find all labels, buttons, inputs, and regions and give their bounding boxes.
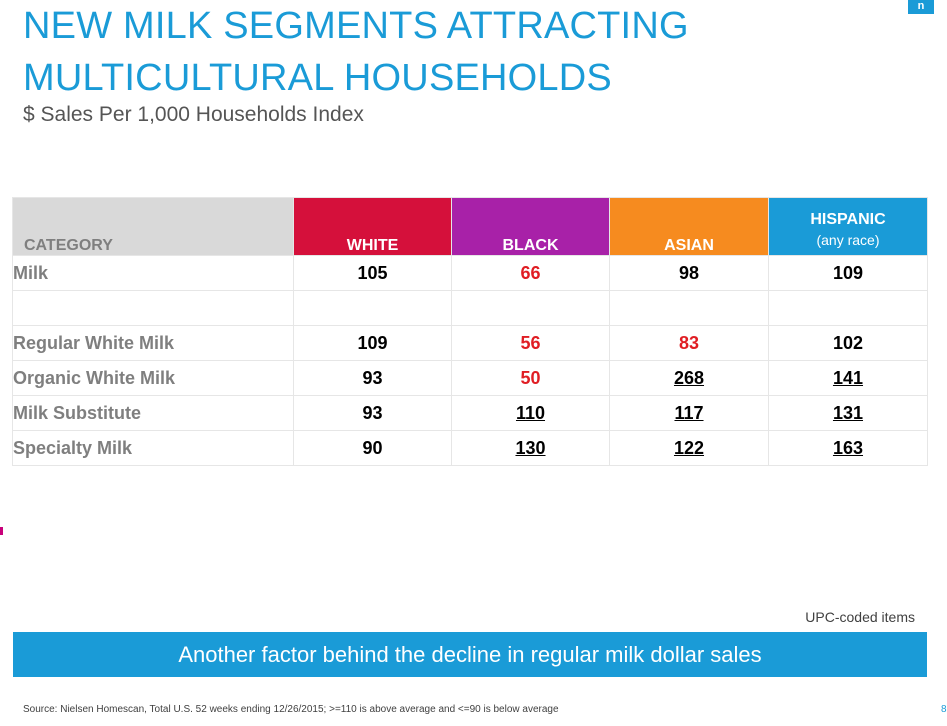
cell-value: 109 bbox=[832, 263, 864, 283]
cell-value: 102 bbox=[832, 333, 864, 353]
cell-black bbox=[451, 290, 610, 326]
header-black: BLACK bbox=[451, 197, 610, 256]
cell-asian bbox=[609, 290, 769, 326]
header-white: WHITE bbox=[293, 197, 452, 256]
cell-white: 105 bbox=[293, 255, 452, 291]
table-row: Organic White Milk 93 50 268 141 bbox=[12, 360, 928, 396]
cell-asian: 268 bbox=[609, 360, 769, 396]
cell-asian: 122 bbox=[609, 430, 769, 466]
cell-black: 56 bbox=[451, 325, 610, 361]
cell-black: 50 bbox=[451, 360, 610, 396]
table-row: Regular White Milk 109 56 83 102 bbox=[12, 325, 928, 361]
cell-black: 130 bbox=[451, 430, 610, 466]
table-row: Specialty Milk 90 130 122 163 bbox=[12, 430, 928, 466]
table-header-row: CATEGORY WHITE BLACK ASIAN HISPANIC (any… bbox=[12, 197, 928, 256]
cell-value: 117 bbox=[674, 403, 704, 423]
cell-white: 93 bbox=[293, 395, 452, 431]
cell-white: 109 bbox=[293, 325, 452, 361]
cell-value: 109 bbox=[357, 333, 388, 353]
cell-value: 50 bbox=[520, 368, 541, 388]
header-asian: ASIAN bbox=[609, 197, 769, 256]
cell-value: 130 bbox=[515, 438, 546, 458]
cell-hispanic: 102 bbox=[768, 325, 928, 361]
row-label: Organic White Milk bbox=[12, 360, 294, 396]
cell-value: 93 bbox=[362, 403, 383, 423]
cell-white: 90 bbox=[293, 430, 452, 466]
cell-value: 66 bbox=[520, 263, 541, 283]
cell-hispanic bbox=[768, 290, 928, 326]
table-row: Milk 105 66 98 109 bbox=[12, 255, 928, 291]
header-category: CATEGORY bbox=[12, 197, 294, 256]
cell-value: 141 bbox=[832, 368, 864, 388]
row-label bbox=[12, 290, 294, 326]
cell-hispanic: 109 bbox=[768, 255, 928, 291]
cell-asian: 117 bbox=[609, 395, 769, 431]
row-label: Milk Substitute bbox=[12, 395, 294, 431]
cell-value: 268 bbox=[673, 368, 705, 388]
header-hispanic: HISPANIC (any race) bbox=[768, 197, 928, 256]
decorative-mark bbox=[0, 527, 3, 535]
row-label: Regular White Milk bbox=[12, 325, 294, 361]
cell-value: 98 bbox=[678, 263, 700, 283]
cell-value: 105 bbox=[357, 263, 388, 283]
cell-white bbox=[293, 290, 452, 326]
index-table: CATEGORY WHITE BLACK ASIAN HISPANIC (any… bbox=[12, 197, 928, 466]
cell-hispanic: 163 bbox=[768, 430, 928, 466]
cell-value: 122 bbox=[673, 438, 705, 458]
cell-value: 90 bbox=[362, 438, 383, 458]
cell-hispanic: 131 bbox=[768, 395, 928, 431]
page-subtitle: $ Sales Per 1,000 Households Index bbox=[23, 103, 364, 126]
cell-hispanic: 141 bbox=[768, 360, 928, 396]
source-footnote: Source: Nielsen Homescan, Total U.S. 52 … bbox=[23, 704, 559, 715]
page-number: 8 bbox=[941, 704, 947, 715]
nielsen-logo-icon: n bbox=[908, 0, 934, 14]
row-label: Specialty Milk bbox=[12, 430, 294, 466]
upc-note: UPC-coded items bbox=[805, 609, 915, 625]
cell-asian: 98 bbox=[609, 255, 769, 291]
cell-value: 56 bbox=[520, 333, 541, 353]
header-hispanic-sub: (any race) bbox=[816, 232, 880, 248]
table-row bbox=[12, 290, 928, 326]
cell-value: 93 bbox=[362, 368, 383, 388]
table-row: Milk Substitute 93 110 117 131 bbox=[12, 395, 928, 431]
header-hispanic-label: HISPANIC bbox=[810, 211, 886, 228]
page-title: NEW MILK SEGMENTS ATTRACTING MULTICULTUR… bbox=[23, 0, 689, 104]
takeaway-banner: Another factor behind the decline in reg… bbox=[13, 632, 927, 677]
cell-value: 163 bbox=[832, 438, 864, 458]
title-line-2: MULTICULTURAL HOUSEHOLDS bbox=[23, 57, 612, 99]
cell-black: 110 bbox=[451, 395, 610, 431]
cell-black: 66 bbox=[451, 255, 610, 291]
row-label: Milk bbox=[12, 255, 294, 291]
cell-value: 110 bbox=[515, 403, 546, 423]
title-line-1: NEW MILK SEGMENTS ATTRACTING bbox=[23, 5, 689, 47]
cell-value: 131 bbox=[832, 403, 864, 423]
cell-asian: 83 bbox=[609, 325, 769, 361]
cell-value: 83 bbox=[678, 333, 700, 353]
cell-white: 93 bbox=[293, 360, 452, 396]
